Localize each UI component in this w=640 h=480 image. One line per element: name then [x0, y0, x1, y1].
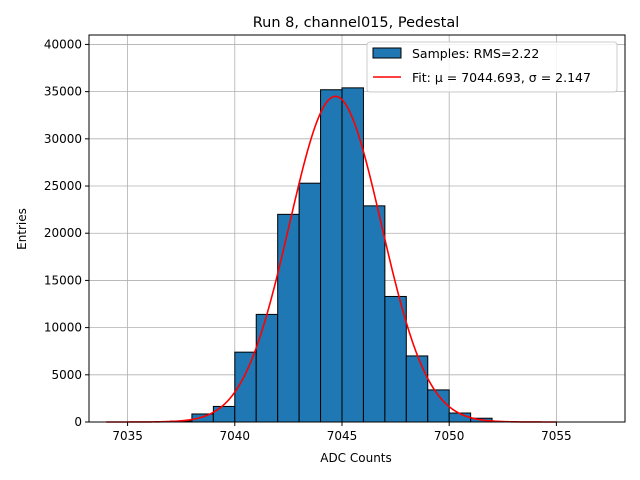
histogram-bar — [277, 213, 300, 423]
y-tick-label: 35000 — [44, 85, 82, 99]
histogram-bar — [212, 405, 236, 423]
histogram-bar — [191, 413, 214, 423]
legend-label-fit: Fit: μ = 7044.693, σ = 2.147 — [412, 70, 591, 85]
axes-frame — [88, 34, 626, 423]
histogram-bar — [362, 205, 386, 423]
x-tick-label: 7050 — [434, 429, 465, 443]
y-tick-label: 30000 — [44, 132, 82, 146]
y-tick-label: 40000 — [44, 37, 82, 51]
y-axis-label: Entries — [15, 208, 29, 250]
legend-box — [366, 41, 618, 93]
legend-label-samples: Samples: RMS=2.22 — [412, 46, 539, 61]
plot-area — [89, 35, 625, 423]
histogram-bar — [405, 355, 429, 423]
x-tick-label: 7045 — [327, 429, 358, 443]
y-tick-label: 0 — [74, 415, 82, 429]
y-tick-label: 5000 — [51, 368, 82, 382]
y-tick-label: 10000 — [44, 321, 82, 335]
legend: Samples: RMS=2.22 Fit: μ = 7044.693, σ =… — [366, 41, 618, 93]
chart-title: Run 8, channel015, Pedestal — [253, 15, 460, 31]
histogram-bar — [384, 295, 407, 423]
y-tick-label: 25000 — [44, 179, 82, 193]
y-axis-ticks: 0 5000 10000 15000 20000 25000 30000 35000 40000 — [44, 37, 89, 429]
x-axis-ticks: 7035 7040 7045 7050 7055 — [112, 422, 572, 443]
histogram-bar — [255, 313, 279, 423]
histogram-bar — [320, 89, 343, 423]
y-tick-label: 15000 — [44, 273, 82, 287]
y-tick-label: 20000 — [44, 226, 82, 240]
x-tick-label: 7040 — [220, 429, 251, 443]
x-tick-label: 7055 — [541, 429, 572, 443]
legend-swatch-samples — [372, 47, 402, 59]
histogram-bars — [169, 87, 515, 423]
x-tick-label: 7035 — [112, 429, 143, 443]
gaussian-fit-line — [106, 95, 557, 423]
x-axis-label: ADC Counts — [320, 451, 392, 465]
histogram-bar — [298, 182, 322, 423]
